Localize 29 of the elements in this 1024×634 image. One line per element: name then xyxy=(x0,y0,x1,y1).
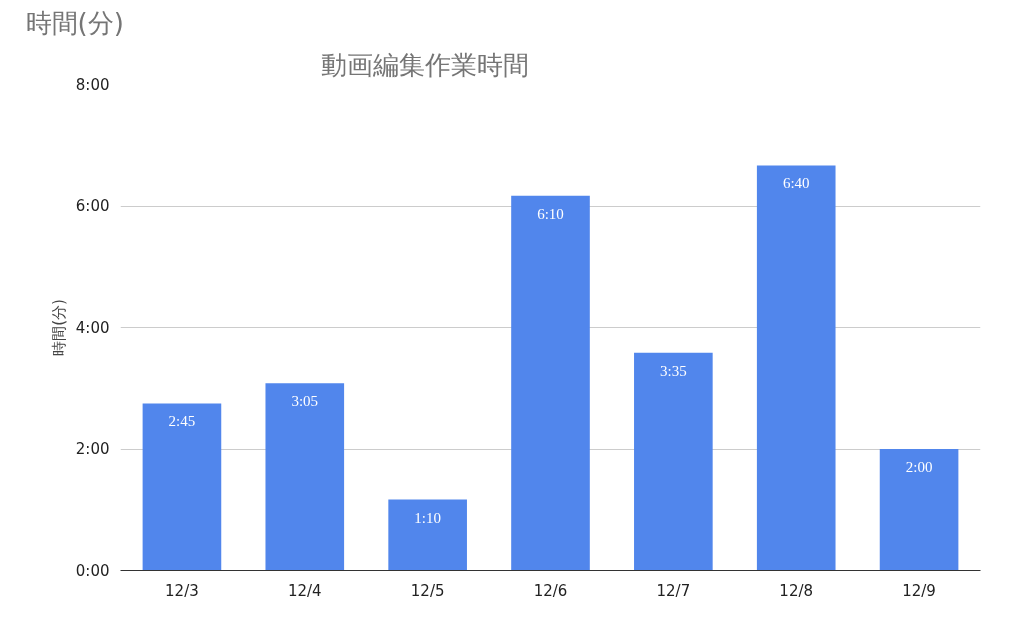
x-tick-label: 12/5 xyxy=(410,581,445,600)
x-tick-label: 12/7 xyxy=(656,581,691,600)
bar xyxy=(388,499,467,571)
data-label: 1:10 xyxy=(414,509,441,526)
y-tick-label: 4:00 xyxy=(75,318,110,337)
y-tick-label: 6:00 xyxy=(75,197,110,215)
data-label: 6:10 xyxy=(537,205,564,222)
y-tick-label: 2:00 xyxy=(75,440,110,458)
data-label: 2:45 xyxy=(168,413,196,430)
data-label: 3:35 xyxy=(660,362,687,379)
x-tick-label: 12/6 xyxy=(533,581,568,600)
bar xyxy=(265,383,345,571)
text: 時間(分) xyxy=(25,7,124,38)
bar xyxy=(756,165,836,571)
chart-title: 動画編集作業時間 xyxy=(320,49,529,80)
y-tick-label: 8:00 xyxy=(75,75,110,94)
data-label: 6:40 xyxy=(782,175,810,192)
x-tick-label: 12/4 xyxy=(287,581,322,600)
bar xyxy=(511,195,590,571)
data-label: 3:05 xyxy=(291,393,319,410)
data-label: 2:00 xyxy=(905,459,933,475)
x-tick-label: 12/9 xyxy=(902,581,936,600)
bar xyxy=(142,403,222,571)
x-tick-label: 12/3 xyxy=(165,581,199,600)
bar xyxy=(879,449,959,571)
bar xyxy=(634,352,713,571)
y-axis-title: 時間(分) xyxy=(49,299,68,356)
x-tick-label: 12/8 xyxy=(779,581,814,600)
y-tick-label: 0:00 xyxy=(75,561,110,580)
